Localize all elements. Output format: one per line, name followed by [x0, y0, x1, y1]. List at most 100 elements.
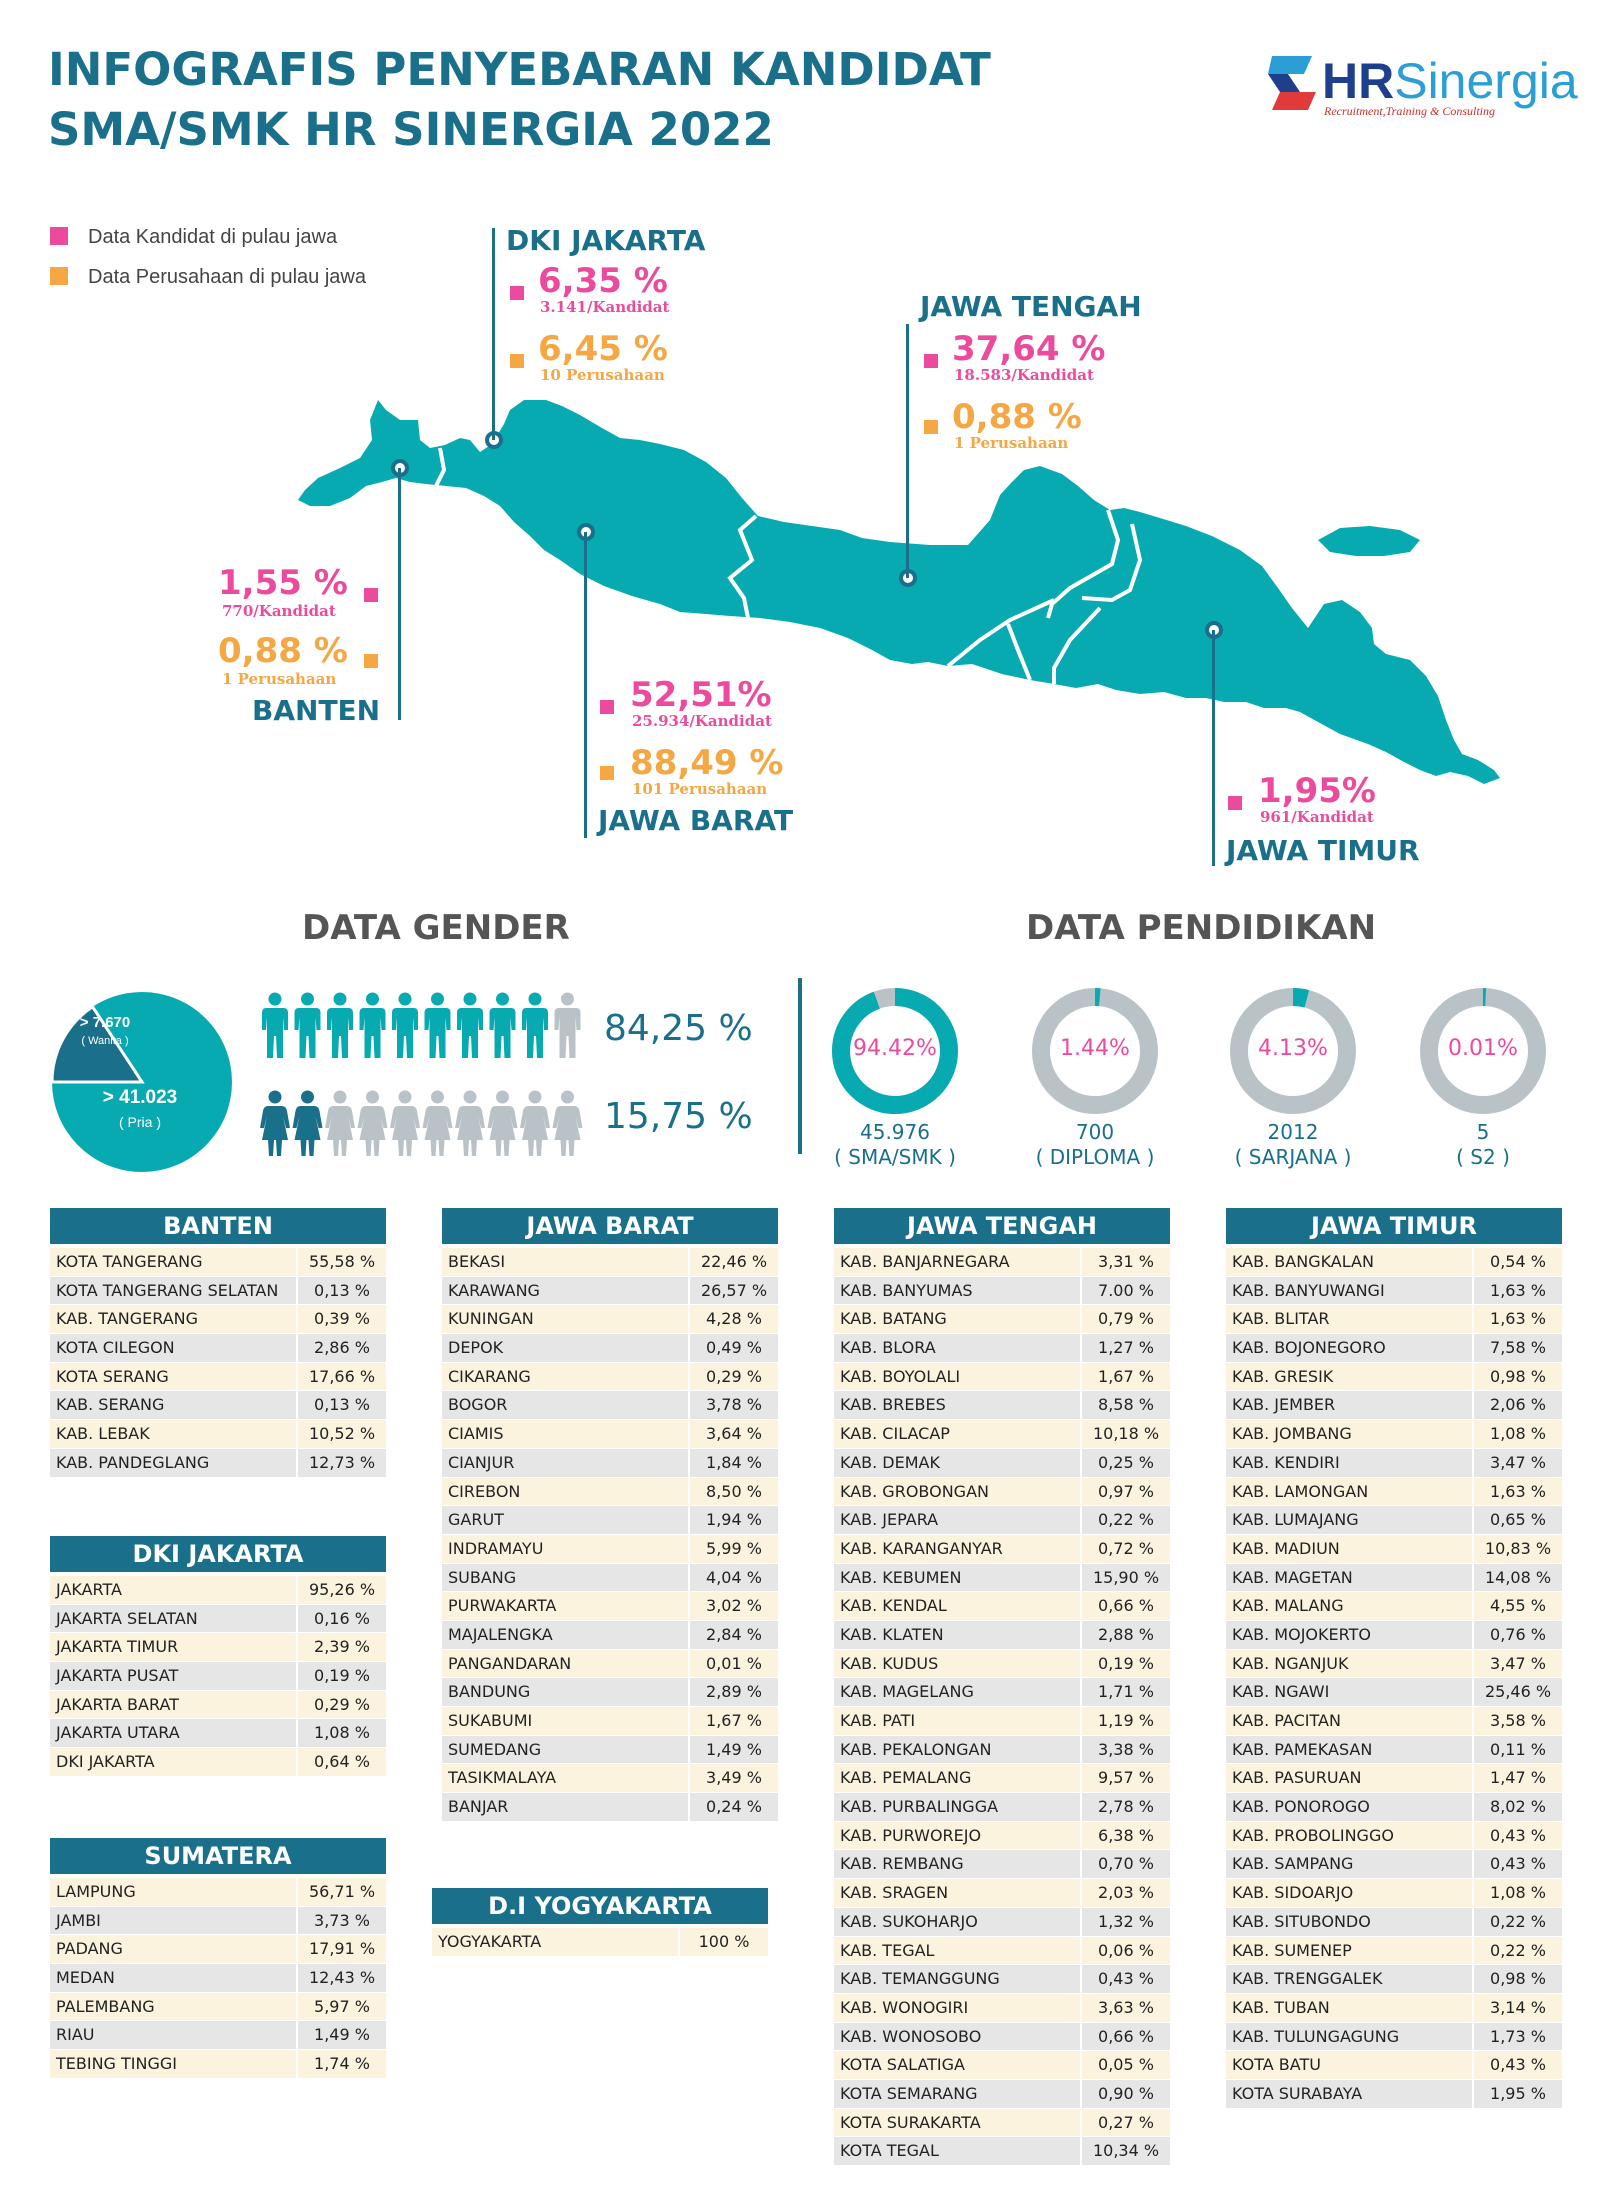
- row-percentage: 25,46 %: [1472, 1678, 1562, 1706]
- row-location: KAB. PEKALONGAN: [840, 1739, 992, 1759]
- row-location: KAB. MADIUN: [1232, 1538, 1340, 1558]
- row-location: JAKARTA: [56, 1580, 122, 1599]
- banten-kandidat-pct: 1,55 %: [218, 563, 348, 603]
- row-location: KAB. SRAGEN: [840, 1883, 949, 1903]
- row-percentage: 0,01 %: [688, 1649, 778, 1678]
- row-percentage: 0,49 %: [688, 1334, 778, 1362]
- row-percentage: 5,99 %: [688, 1534, 778, 1563]
- pie-pria-caption: ( Pria ): [119, 1114, 161, 1130]
- row-location: KAB. GROBONGAN: [840, 1481, 989, 1501]
- row-percentage: 5,97 %: [296, 1992, 386, 2021]
- female-person-icon: [357, 1090, 388, 1156]
- table-row: KAB. PATI 1,19 %: [834, 1707, 1170, 1736]
- row-location: JAKARTA SELATAN: [56, 1608, 198, 1628]
- table-row: KOTA SURAKARTA 0,27 %: [834, 2108, 1170, 2138]
- table-header: BANTEN: [50, 1208, 386, 1248]
- row-percentage: 1,84 %: [688, 1448, 778, 1477]
- row-percentage: 1,08 %: [1472, 1879, 1562, 1907]
- row-percentage: 1,67 %: [688, 1707, 778, 1735]
- row-percentage: 0,22 %: [1080, 1506, 1170, 1534]
- row-location: KAB. REMBANG: [840, 1854, 964, 1874]
- donut-value-arc: [832, 988, 958, 1114]
- table-row: KAB. LUMAJANG 0,65 %: [1226, 1506, 1562, 1535]
- row-percentage: 3,47 %: [1472, 1448, 1562, 1477]
- table-row: INDRAMAYU 5,99 %: [442, 1534, 778, 1564]
- donut-percentage: 1.44%: [1060, 1036, 1130, 1061]
- table-row: KOTA BATU 0,43 %: [1226, 2051, 1562, 2080]
- table-row: KAB. LAMONGAN 1,63 %: [1226, 1477, 1562, 1507]
- table-row: KAB. WONOSOBO 0,66 %: [834, 2022, 1170, 2052]
- row-percentage: 3,73 %: [296, 1906, 386, 1935]
- row-percentage: 3,49 %: [688, 1764, 778, 1793]
- jateng-kandidat-count: 18.583/Kandidat: [954, 366, 1094, 384]
- table-header: JAWA BARAT: [442, 1208, 778, 1248]
- row-location: KOTA SURAKARTA: [840, 2112, 981, 2132]
- table-row: KAB. BANYUMAS 7.00 %: [834, 1276, 1170, 1306]
- row-location: KAB. BANYUWANGI: [1232, 1280, 1385, 1300]
- row-percentage: 26,57 %: [688, 1276, 778, 1305]
- row-location: KAB. TEMANGGUNG: [840, 1969, 1000, 1989]
- table-row: KAB. PURBALINGGA 2,78 %: [834, 1793, 1170, 1822]
- row-location: KUNINGAN: [448, 1309, 534, 1329]
- jabar-perusahaan-marker: [600, 766, 614, 780]
- jateng-region-name: JAWA TENGAH: [920, 290, 1142, 323]
- row-location: PURWAKARTA: [448, 1596, 557, 1616]
- donut-percentage: 94.42%: [853, 1036, 937, 1061]
- banten-region-name: BANTEN: [252, 694, 381, 727]
- row-percentage: 0,76 %: [1472, 1620, 1562, 1649]
- table-row: JAKARTA BARAT 0,29 %: [50, 1690, 386, 1720]
- row-location: KOTA SEMARANG: [840, 2083, 978, 2103]
- table-row: JAKARTA PUSAT 0,19 %: [50, 1662, 386, 1691]
- row-location: JAMBI: [56, 1910, 101, 1930]
- table-row: KAB. SAMPANG 0,43 %: [1226, 1850, 1562, 1880]
- title-line-1: INFOGRAFIS PENYEBARAN KANDIDAT: [48, 43, 991, 96]
- table-row: KAB. KENDIRI 3,47 %: [1226, 1448, 1562, 1478]
- table-sumatera: SUMATERA LAMPUNG 56,71 % JAMBI 3,73 % PADANG 1…: [50, 1838, 386, 2079]
- row-percentage: 3,02 %: [688, 1592, 778, 1620]
- row-percentage: 0,05 %: [1080, 2051, 1170, 2079]
- row-location: KAB. SERANG: [56, 1395, 165, 1415]
- row-percentage: 1,71 %: [1080, 1678, 1170, 1706]
- table-row: KAB. REMBANG 0,70 %: [834, 1850, 1170, 1880]
- table-row: RIAU 1,49 %: [50, 2021, 386, 2051]
- section-divider: [798, 978, 802, 1154]
- row-location: KAB. TUBAN: [1232, 1997, 1330, 2017]
- row-percentage: 0,66 %: [1080, 2022, 1170, 2051]
- row-percentage: 55,58 %: [296, 1248, 386, 1276]
- row-percentage: 95,26 %: [296, 1576, 386, 1604]
- row-percentage: 1,32 %: [1080, 1907, 1170, 1936]
- row-percentage: 2,88 %: [1080, 1620, 1170, 1649]
- table-row: YOGYAKARTA 100 %: [432, 1928, 768, 1957]
- education-donut-chart: [832, 988, 958, 1114]
- row-location: KAB. PAMEKASAN: [1232, 1739, 1373, 1759]
- table-header: DKI JAKARTA: [50, 1536, 386, 1576]
- pie-pria-label: > 41.023 ( Pria ): [80, 1086, 200, 1134]
- row-percentage: 1,73 %: [1472, 2022, 1562, 2051]
- banten-leader-line: [398, 468, 401, 720]
- table-row: KAB. NGAWI 25,46 %: [1226, 1678, 1562, 1707]
- row-percentage: 1,08 %: [1472, 1420, 1562, 1448]
- row-location: KAB. BANJARNEGARA: [840, 1252, 1010, 1271]
- table-row: PURWAKARTA 3,02 %: [442, 1592, 778, 1621]
- table-row: KAB. SUKOHARJO 1,32 %: [834, 1907, 1170, 1937]
- row-percentage: 8,02 %: [1472, 1793, 1562, 1821]
- dki-perusahaan-pct: 6,45 %: [538, 329, 668, 369]
- row-percentage: 0,65 %: [1472, 1506, 1562, 1534]
- male-person-icon: [489, 992, 516, 1058]
- male-person-icon: [294, 992, 321, 1058]
- dki-region-name: DKI JAKARTA: [506, 224, 706, 257]
- donut-percentage: 4.13%: [1258, 1036, 1328, 1061]
- table-row: MEDAN 12,43 %: [50, 1964, 386, 1993]
- row-percentage: 6,38 %: [1080, 1821, 1170, 1850]
- row-location: CIREBON: [448, 1481, 521, 1501]
- row-location: KAB. SUMENEP: [1232, 1940, 1352, 1960]
- table-row: KAB. PURWOREJO 6,38 %: [834, 1821, 1170, 1851]
- jabar-leader-line: [584, 532, 587, 838]
- row-percentage: 0,43 %: [1472, 1850, 1562, 1879]
- row-location: JAKARTA PUSAT: [56, 1666, 179, 1686]
- jatim-kandidat-marker: [1228, 796, 1242, 810]
- table-row: KAB. PEKALONGAN 3,38 %: [834, 1735, 1170, 1765]
- row-location: KAB. GRESIK: [1232, 1366, 1334, 1386]
- row-location: KAB. PANDEGLANG: [56, 1452, 210, 1472]
- row-percentage: 3,58 %: [1472, 1707, 1562, 1735]
